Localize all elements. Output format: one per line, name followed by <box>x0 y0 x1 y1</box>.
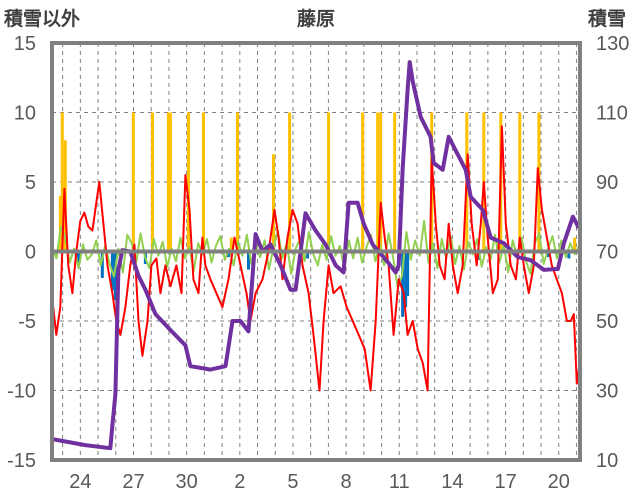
right-tick-label: 110 <box>596 103 628 125</box>
chart-title: 藤原 <box>297 7 335 30</box>
bars-yellow-bar <box>186 112 190 252</box>
bars-yellow-bar <box>376 112 380 252</box>
bars-yellow-bar <box>236 112 240 252</box>
left-tick-label: -15 <box>7 450 36 472</box>
plot-frame <box>50 41 582 462</box>
left-axis-label: 積雪以外 <box>4 7 80 30</box>
x-tick-label: 8 <box>341 471 352 493</box>
left-tick-label: 15 <box>14 33 36 55</box>
plot-border <box>50 41 582 462</box>
right-tick-label: 10 <box>596 450 618 472</box>
line-red <box>51 125 581 392</box>
right-tick-label: 130 <box>596 33 629 55</box>
bars-yellow-bar <box>271 154 275 252</box>
left-tick-label: -10 <box>7 381 36 403</box>
bars-yellow-bar <box>327 112 331 252</box>
bars-blue-bar <box>246 251 250 270</box>
left-tick-label: 0 <box>25 242 36 264</box>
bars-blue-bar <box>567 251 571 259</box>
right-tick-label: 50 <box>596 311 618 333</box>
bars-yellow-bar <box>58 195 62 252</box>
bars-yellow-bar <box>361 112 365 252</box>
lines <box>51 60 581 451</box>
bars-yellow-bar <box>229 237 233 252</box>
right-tick-label: 30 <box>596 381 618 403</box>
line-green <box>51 219 580 288</box>
bars-blue-bar <box>406 251 410 296</box>
x-tick-label: 30 <box>176 471 198 493</box>
bars-blue-bar <box>100 251 104 278</box>
right-tick-label: 90 <box>596 172 618 194</box>
bars-yellow-bar <box>150 112 154 252</box>
bars-yellow-bar <box>201 112 205 252</box>
bars-yellow-bar <box>131 112 135 252</box>
bars-yellow-bar <box>288 112 292 252</box>
bars-yellow-bar <box>518 112 522 252</box>
right-axis-label: 積雪 <box>588 7 626 30</box>
bars-blue-bar <box>546 251 550 258</box>
left-tick-label: 10 <box>14 103 36 125</box>
x-tick-label: 24 <box>69 471 91 493</box>
x-tick-label: 2 <box>234 471 245 493</box>
line-purple <box>52 60 581 451</box>
bars-yellow-bar <box>379 112 383 252</box>
x-tick-label: 17 <box>494 471 516 493</box>
bars-blue-bar <box>401 251 405 317</box>
bars-blue-bar <box>477 251 481 260</box>
x-tick-label: 11 <box>389 471 410 493</box>
x-tick-label: 14 <box>441 471 463 493</box>
bars-yellow-bar <box>60 112 64 252</box>
x-tick-label: 27 <box>122 471 144 493</box>
left-tick-label: -5 <box>18 311 36 333</box>
bars-blue-bar <box>113 251 117 301</box>
bars-blue-bar <box>76 251 80 265</box>
bars-yellow-bar <box>166 112 170 252</box>
bars-yellow-bar <box>393 112 397 252</box>
bars-yellow-bar <box>573 237 577 252</box>
bars-blue-bar <box>226 251 230 258</box>
x-tick-label: 5 <box>287 471 298 493</box>
x-tick-label: 20 <box>548 471 570 493</box>
right-tick-label: 70 <box>596 242 618 264</box>
bars-blue-bar <box>305 251 309 259</box>
left-tick-label: 5 <box>25 172 36 194</box>
bars-yellow-bar <box>168 112 172 252</box>
bars-blue-bar <box>404 251 408 308</box>
